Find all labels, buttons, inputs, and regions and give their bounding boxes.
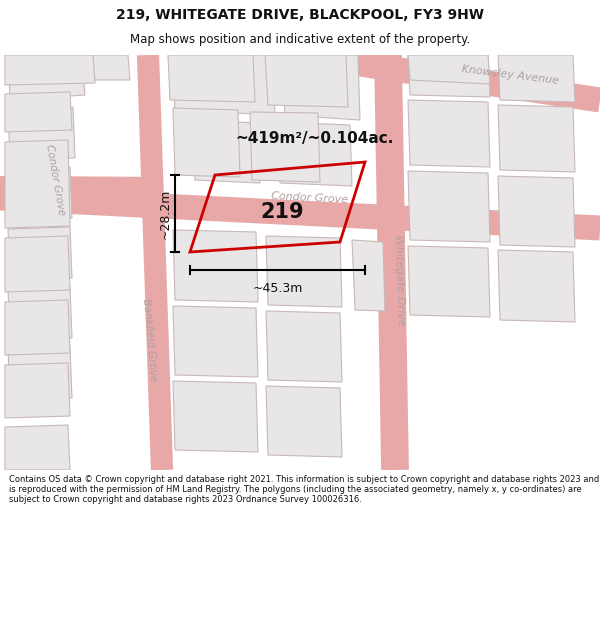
Polygon shape (5, 363, 70, 418)
Polygon shape (498, 105, 575, 172)
Polygon shape (250, 112, 320, 182)
Polygon shape (8, 55, 130, 80)
Polygon shape (266, 386, 342, 457)
Text: 219: 219 (260, 202, 304, 222)
Text: 219, WHITEGATE DRIVE, BLACKPOOL, FY3 9HW: 219, WHITEGATE DRIVE, BLACKPOOL, FY3 9HW (116, 8, 484, 22)
Polygon shape (408, 100, 490, 167)
Polygon shape (498, 250, 575, 322)
Polygon shape (278, 122, 352, 186)
Polygon shape (5, 55, 95, 85)
Polygon shape (193, 120, 260, 183)
Polygon shape (408, 55, 490, 84)
Text: ~419m²/~0.104ac.: ~419m²/~0.104ac. (235, 131, 394, 146)
Polygon shape (266, 236, 342, 307)
Polygon shape (8, 55, 85, 100)
Polygon shape (282, 55, 360, 120)
Text: Knowsley Avenue: Knowsley Avenue (461, 64, 559, 86)
Polygon shape (8, 347, 72, 400)
Polygon shape (5, 236, 70, 292)
Text: Bankfield Grove: Bankfield Grove (142, 298, 158, 382)
Polygon shape (5, 425, 70, 470)
Polygon shape (408, 246, 490, 317)
Polygon shape (408, 171, 490, 242)
Polygon shape (173, 381, 258, 452)
Polygon shape (172, 55, 275, 115)
Polygon shape (8, 227, 72, 280)
Polygon shape (5, 300, 70, 355)
Polygon shape (265, 55, 348, 107)
Polygon shape (8, 107, 75, 160)
Text: Map shows position and indicative extent of the property.: Map shows position and indicative extent… (130, 33, 470, 46)
Polygon shape (173, 230, 258, 302)
Text: Whitegate Drive: Whitegate Drive (394, 234, 407, 326)
Polygon shape (8, 167, 72, 220)
Text: Condor Grove: Condor Grove (271, 191, 349, 205)
Text: Contains OS data © Crown copyright and database right 2021. This information is : Contains OS data © Crown copyright and d… (9, 474, 599, 504)
Text: Condor Grove: Condor Grove (44, 144, 66, 216)
Polygon shape (173, 108, 240, 177)
Polygon shape (5, 92, 72, 132)
Polygon shape (168, 55, 255, 102)
Polygon shape (352, 240, 385, 311)
Polygon shape (5, 140, 70, 228)
Polygon shape (498, 55, 575, 102)
Polygon shape (408, 55, 490, 97)
Polygon shape (266, 311, 342, 382)
Polygon shape (498, 176, 575, 247)
Text: ~28.2m: ~28.2m (158, 188, 172, 239)
Polygon shape (173, 306, 258, 377)
Polygon shape (8, 287, 72, 340)
Text: ~45.3m: ~45.3m (253, 282, 302, 295)
